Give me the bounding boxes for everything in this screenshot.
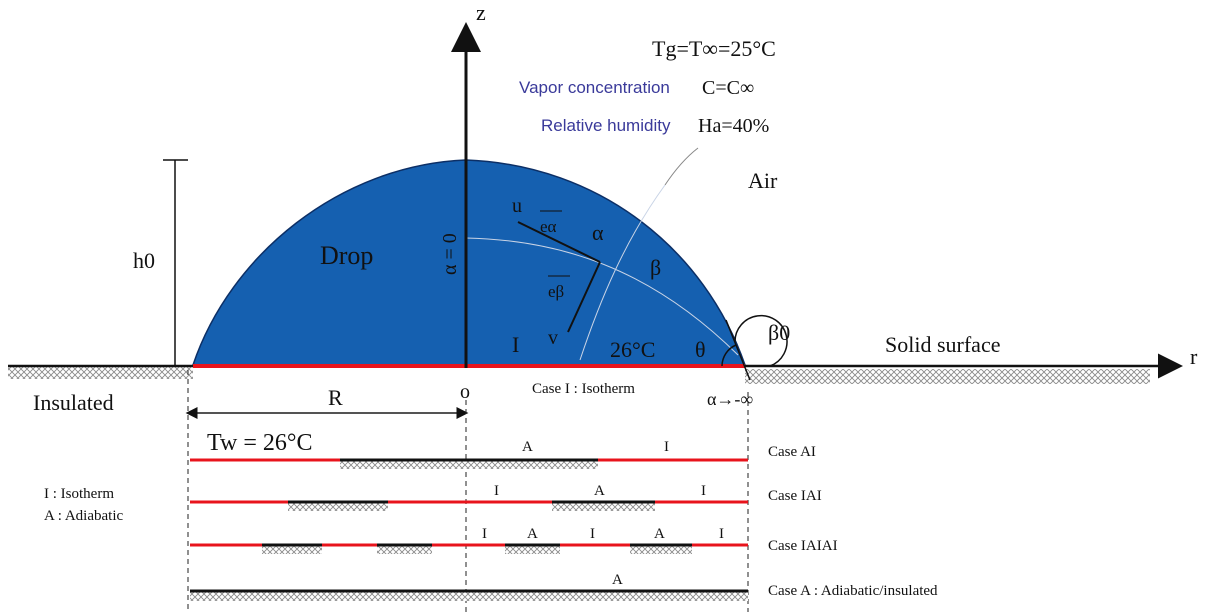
e-beta-label: eβ bbox=[548, 282, 564, 301]
case-iai-hatch-left bbox=[288, 503, 388, 511]
case-iaiai-name: Case IAIAI bbox=[768, 538, 838, 554]
case-ai-mark-I: I bbox=[664, 439, 669, 455]
case-iai-hatch-right bbox=[552, 503, 655, 511]
case-iai-mark-I2: I bbox=[701, 483, 706, 499]
beta0-label: β0 bbox=[768, 320, 790, 345]
case-iai-mark-I1: I bbox=[494, 483, 499, 499]
humidity-label: Relative humidity bbox=[541, 116, 671, 135]
tangent-line bbox=[725, 319, 751, 381]
insulated-label: Insulated bbox=[33, 390, 114, 415]
case-iai-mark-A: A bbox=[594, 483, 605, 499]
drop-temp-label: 26°C bbox=[610, 337, 655, 362]
r-axis-label: r bbox=[1190, 344, 1198, 369]
legend-adiabatic: A : Adiabatic bbox=[44, 508, 123, 524]
beta-curve-extension bbox=[664, 147, 699, 186]
beta-label: β bbox=[650, 255, 661, 280]
v-vector-line bbox=[567, 261, 601, 333]
beta0-arc bbox=[734, 314, 788, 367]
case-a-mark-A: A bbox=[612, 572, 623, 588]
I-label: I bbox=[512, 332, 519, 357]
legend-isotherm: I : Isotherm bbox=[44, 486, 114, 502]
case-iaiai-mark-A1: A bbox=[527, 526, 538, 542]
case1-label: Case I : Isotherm bbox=[532, 381, 635, 397]
case-ai-mark-A: A bbox=[522, 439, 533, 455]
case-iaiai-hatch-3 bbox=[505, 546, 560, 554]
case-iaiai-mark-I1: I bbox=[482, 526, 487, 542]
beta-curve bbox=[579, 184, 666, 361]
e-alpha-label: eα bbox=[540, 217, 557, 236]
tw-label: Tw = 26°C bbox=[207, 430, 312, 456]
case-iaiai-mark-I2: I bbox=[590, 526, 595, 542]
legend: I : Isotherm A : Adiabatic bbox=[44, 486, 123, 524]
theta-arc bbox=[721, 344, 737, 367]
ground-hatch-left bbox=[8, 367, 193, 379]
case-iai-name: Case IAI bbox=[768, 488, 822, 504]
case-a-row: A Case A : Adiabatic/insulated bbox=[190, 572, 938, 601]
case-iaiai-hatch-1 bbox=[262, 546, 322, 554]
temp-condition: Tg=T∞=25°C bbox=[652, 36, 776, 61]
air-label: Air bbox=[748, 168, 778, 193]
h0-label: h0 bbox=[133, 248, 155, 273]
u-label: u bbox=[512, 195, 522, 217]
vapor-label: Vapor concentration bbox=[519, 78, 670, 97]
drop-label: Drop bbox=[320, 241, 373, 270]
origin-label: o bbox=[460, 381, 470, 403]
v-label: v bbox=[548, 327, 558, 349]
case-ai-row: A I Case AI bbox=[190, 439, 816, 469]
solid-surface-label: Solid surface bbox=[885, 332, 1000, 357]
case-iaiai-mark-I3: I bbox=[719, 526, 724, 542]
case-ai-name: Case AI bbox=[768, 444, 816, 460]
case-iaiai-hatch-2 bbox=[377, 546, 432, 554]
alpha-zero-label: α = 0 bbox=[439, 233, 461, 275]
case-iai-row: I A I Case IAI bbox=[190, 483, 822, 511]
u-vector-line bbox=[517, 221, 601, 263]
theta-label: θ bbox=[695, 337, 706, 362]
alpha-label: α bbox=[592, 220, 604, 245]
case-iaiai-mark-A2: A bbox=[654, 526, 665, 542]
drop-body bbox=[191, 159, 747, 366]
alpha-curve bbox=[465, 237, 739, 356]
humidity-value: Ha=40% bbox=[698, 115, 769, 137]
case-iaiai-hatch-4 bbox=[630, 546, 692, 554]
alpha-inf-label: α→-∞ bbox=[707, 389, 753, 409]
ground-hatch-right bbox=[745, 369, 1150, 384]
case-ai-hatch bbox=[340, 461, 598, 469]
case-a-hatch bbox=[190, 592, 748, 601]
z-axis-label: z bbox=[476, 0, 486, 25]
vapor-value: C=C∞ bbox=[702, 77, 754, 99]
R-label: R bbox=[328, 385, 343, 410]
case-iaiai-row: I A I A I Case IAIAI bbox=[190, 526, 838, 554]
case-a-name: Case A : Adiabatic/insulated bbox=[768, 583, 938, 599]
